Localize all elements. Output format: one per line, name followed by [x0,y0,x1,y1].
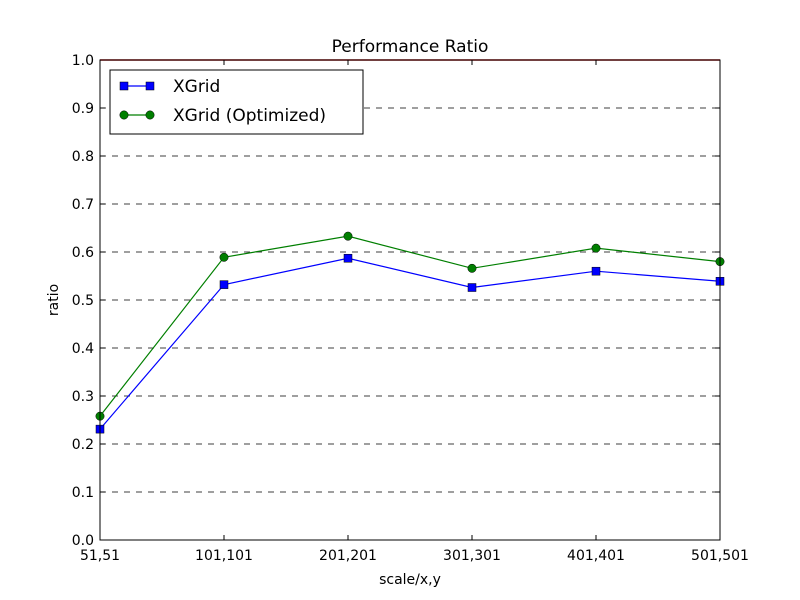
data-point-xgrid [467,283,477,292]
data-point-xgrid [219,280,229,289]
y-tick-label: 0.2 [72,437,94,453]
legend-marker-xgrid-optimized-end [145,110,155,120]
y-tick-label: 0.1 [72,485,94,501]
y-tick-label: 0.8 [72,149,94,165]
x-tick-label: 201,201 [319,548,377,564]
x-tick-label: 51,51 [80,548,120,564]
series-line-xgrid-optimized [99,235,721,417]
legend: XGrid XGrid (Optimized) [109,69,364,135]
data-point-xgrid-optimized [343,231,353,241]
y-tick-label: 0.0 [72,533,94,549]
y-tick-label: 0.4 [72,341,94,357]
y-axis-label: ratio [46,284,62,316]
data-point-xgrid [343,253,353,263]
legend-marker-xgrid [119,81,129,91]
y-tick-label: 0.9 [72,101,94,117]
legend-label-xgrid: XGrid [173,77,220,97]
legend-marker-xgrid-optimized [119,110,129,120]
x-tick-label: 301,301 [443,548,501,564]
y-tick-label: 0.5 [72,293,94,309]
y-tick-label: 0.6 [72,245,94,261]
y-tick-label: 1.0 [72,53,94,69]
y-tick-label: 0.7 [72,197,94,213]
x-tick-label: 101,101 [195,548,253,564]
legend-label-xgrid-optimized: XGrid (Optimized) [173,106,326,126]
chart-title: Performance Ratio [332,37,489,57]
legend-box [109,69,364,135]
x-tick-label: 401,401 [567,548,625,564]
legend-marker-xgrid-end [145,81,155,91]
series-line-xgrid [99,257,721,430]
data-point-xgrid-optimized [591,243,601,253]
tick-layer: 0.0 0.1 0.2 0.3 0.4 0.5 0.6 0.7 0.8 0.9 1.0 51,51 10… [72,53,749,564]
data-point-xgrid-optimized [219,252,229,262]
data-point-xgrid [591,266,601,276]
x-tick-label: 501,501 [691,548,749,564]
data-point-xgrid-optimized [467,263,477,273]
x-axis-label: scale/x,y [379,572,441,588]
y-tick-label: 0.3 [72,389,94,405]
